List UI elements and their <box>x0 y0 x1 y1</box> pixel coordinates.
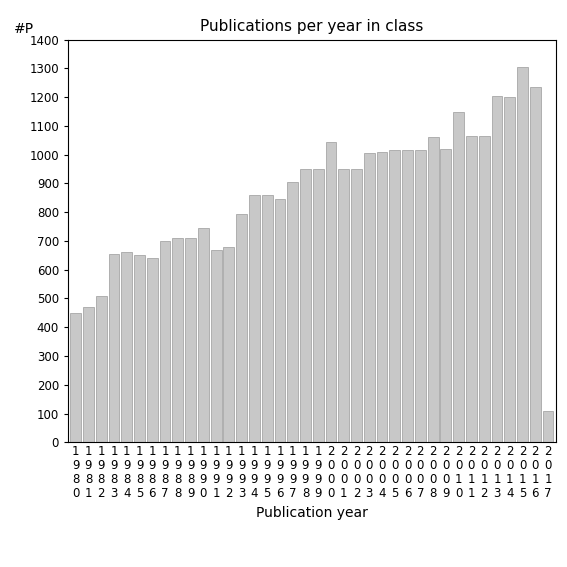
Bar <box>134 255 145 442</box>
Bar <box>338 169 349 442</box>
Bar <box>466 136 477 442</box>
Bar <box>390 150 400 442</box>
Bar <box>70 313 81 442</box>
Bar <box>402 150 413 442</box>
Bar <box>249 195 260 442</box>
Bar <box>543 411 553 442</box>
Bar <box>325 142 336 442</box>
Bar <box>504 97 515 442</box>
Bar <box>236 214 247 442</box>
Bar <box>376 152 387 442</box>
Bar <box>364 153 375 442</box>
Bar <box>428 137 438 442</box>
Bar <box>530 87 541 442</box>
Title: Publications per year in class: Publications per year in class <box>200 19 424 35</box>
Bar <box>223 247 234 442</box>
Bar <box>147 258 158 442</box>
Bar <box>351 169 362 442</box>
Bar <box>287 182 298 442</box>
Bar <box>274 199 285 442</box>
Bar <box>211 249 222 442</box>
Bar <box>517 67 528 442</box>
Bar <box>479 136 489 442</box>
Bar <box>441 149 451 442</box>
Bar <box>453 112 464 442</box>
X-axis label: Publication year: Publication year <box>256 506 368 519</box>
Bar <box>172 238 183 442</box>
Bar <box>198 228 209 442</box>
Bar <box>415 150 426 442</box>
Bar <box>108 254 120 442</box>
Bar <box>262 195 273 442</box>
Bar <box>185 238 196 442</box>
Bar <box>492 96 502 442</box>
Y-axis label: #P: #P <box>14 22 34 36</box>
Bar <box>121 252 132 442</box>
Bar <box>300 169 311 442</box>
Bar <box>313 169 324 442</box>
Bar <box>160 241 171 442</box>
Bar <box>96 295 107 442</box>
Bar <box>83 307 94 442</box>
